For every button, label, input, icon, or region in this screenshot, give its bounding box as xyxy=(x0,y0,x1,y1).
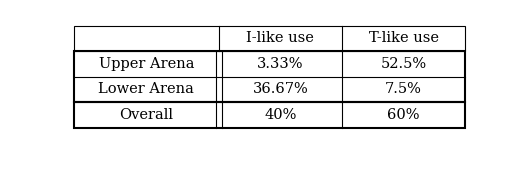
Text: I-like use: I-like use xyxy=(246,31,314,45)
Text: Upper Arena: Upper Arena xyxy=(98,57,194,71)
Text: 52.5%: 52.5% xyxy=(380,57,427,71)
Text: 40%: 40% xyxy=(264,108,297,122)
Text: 36.67%: 36.67% xyxy=(252,82,308,96)
Text: T-like use: T-like use xyxy=(369,31,439,45)
Text: 3.33%: 3.33% xyxy=(257,57,304,71)
Text: Lower Arena: Lower Arena xyxy=(98,82,194,96)
Text: Overall: Overall xyxy=(119,108,173,122)
Text: 7.5%: 7.5% xyxy=(385,82,422,96)
Text: 60%: 60% xyxy=(387,108,420,122)
